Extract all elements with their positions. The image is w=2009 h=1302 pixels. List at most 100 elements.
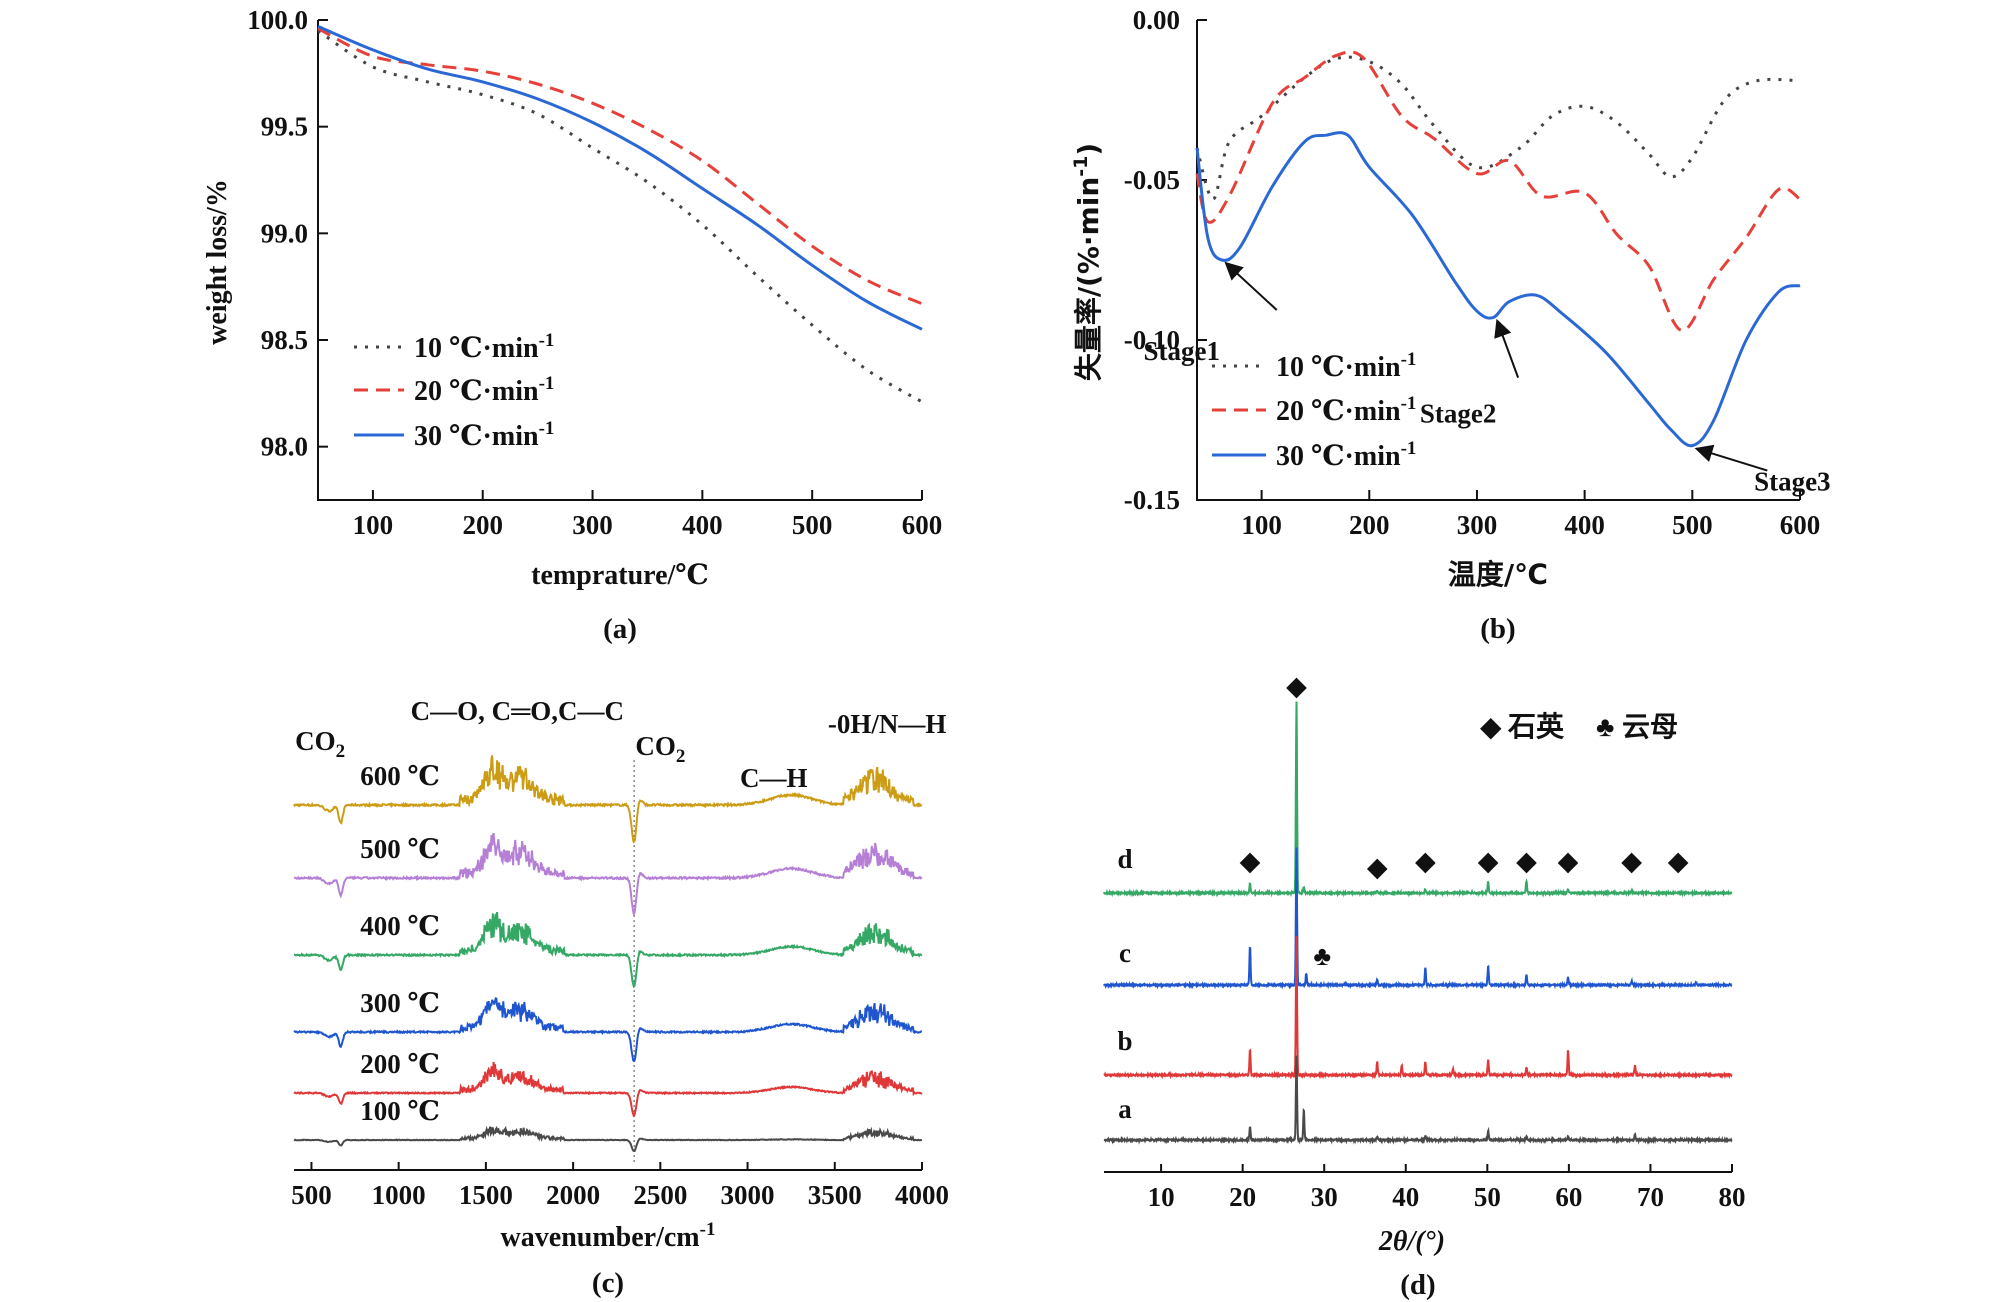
panel-a-x-ticks: 100 200 300 400 500 600 (353, 490, 943, 540)
panel-d: 10 20 30 40 50 60 70 80 d c b a ◆ ◆ ◆ ◆ ◆ ◆ ◆ ◆ ◆ ♣ ◆ 石英 ♣ … (1103, 671, 1746, 1301)
panel-a-series (317, 25, 923, 404)
d-x-tick-label: 10 (1148, 1182, 1175, 1212)
panel-b-caption: (b) (1480, 613, 1515, 645)
d-series-label-b: b (1117, 1026, 1132, 1056)
panel-c: 500 1000 1500 2000 2500 3000 3500 4000 600 ℃ 500… (291, 696, 949, 1299)
d-x-tick-label: 20 (1229, 1182, 1256, 1212)
c-spectrum-line-5 (293, 1125, 922, 1152)
d-pattern-line-0 (1103, 701, 1733, 898)
b-stage-label-1: Stage1 (1144, 336, 1221, 366)
panel-c-series (293, 755, 923, 1152)
d-series-label-c: c (1119, 938, 1131, 968)
panel-a-y-ticks: 98.0 98.5 99.0 99.5 100.0 (247, 5, 328, 462)
panel-d-x-ticks: 10 20 30 40 50 60 70 80 (1148, 1164, 1746, 1212)
c-x-tick-label: 4000 (895, 1180, 949, 1210)
d-pattern-line-2 (1103, 935, 1733, 1080)
legend-sup-10: -1 (539, 330, 555, 351)
b-x-tick-label: 600 (1780, 510, 1821, 540)
panel-a-x-label: temprature/℃ (531, 560, 709, 591)
a-x-tick-label: 600 (902, 510, 943, 540)
c-annotation-4: -0H/N—H (828, 709, 947, 739)
panel-d-series (1103, 701, 1733, 1145)
panel-b-series (1195, 50, 1801, 448)
svg-text:30 ℃·min-1: 30 ℃·min-1 (1276, 438, 1416, 472)
b-y-tick-label: -0.10 (1124, 325, 1180, 355)
a-y-tick-label: 98.5 (261, 325, 308, 355)
d-x-tick-label: 80 (1719, 1182, 1746, 1212)
b-stage-label-2: Stage2 (1420, 399, 1497, 429)
a-series-line-2 (317, 25, 923, 331)
quartz-diamond-icon-0: ◆ (1240, 846, 1261, 876)
quartz-diamond-icon-1: ◆ (1286, 671, 1307, 701)
b-y-tick-label: -0.15 (1124, 485, 1180, 515)
panel-a-caption: (a) (603, 613, 637, 645)
a-x-tick-label: 400 (682, 510, 723, 540)
panel-d-x-label: 2θ/(°) (1378, 1226, 1445, 1257)
quartz-diamond-icon-4: ◆ (1478, 846, 1499, 876)
svg-text:10 ℃·min-1: 10 ℃·min-1 (1276, 349, 1416, 383)
d-series-label-d: d (1117, 844, 1132, 874)
b-x-tick-label: 400 (1564, 510, 1605, 540)
panel-d-legend: ◆ 石英 ♣ 云母 (1480, 710, 1678, 743)
svg-text:wavenumber/cm-1: wavenumber/cm-1 (501, 1219, 716, 1253)
panel-b-annotations: Stage1 Stage2 Stage3 (1144, 261, 1831, 497)
b-series-line-0 (1195, 55, 1801, 201)
b-stage-arrow-2 (1494, 318, 1520, 378)
d-pattern-line-3 (1103, 1055, 1733, 1145)
c-x-tick-label: 2500 (633, 1180, 687, 1210)
a-y-tick-label: 99.0 (261, 218, 308, 248)
panel-a: 100 200 300 400 500 600 98.0 98.5 99.0 99.5 100.0… (202, 5, 942, 645)
c-series-label-0: 600 ℃ (360, 761, 440, 791)
quartz-diamond-icon-6: ◆ (1558, 846, 1579, 876)
c-x-tick-label: 1500 (459, 1180, 513, 1210)
panel-b-legend: 10 ℃·min-1 20 ℃·min-1 30 ℃·min-1 (1212, 349, 1416, 472)
panel-b-y-ticks: 0.00 -0.05 -0.10 -0.15 (1124, 5, 1207, 515)
c-annotation-1: C—O, C═O,C—C (411, 696, 624, 726)
c-spectrum-line-3 (293, 997, 923, 1063)
quartz-diamond-icon-7: ◆ (1621, 846, 1642, 876)
panel-b-x-label: 温度/℃ (1448, 558, 1548, 591)
legend-label-30: 30 ℃·min (414, 421, 539, 452)
b-series-line-2 (1195, 131, 1801, 448)
a-series-line-0 (317, 29, 923, 404)
c-annotation-3: C—H (740, 763, 808, 793)
c-x-tick-label: 3500 (808, 1180, 862, 1210)
panel-d-caption: (d) (1400, 1269, 1435, 1301)
c-spectrum-line-1 (293, 832, 923, 917)
c-annotation-sub-0: 2 (336, 741, 346, 762)
d-x-tick-label: 70 (1637, 1182, 1664, 1212)
legend-b-label-30: 30 ℃·min (1276, 441, 1401, 472)
mica-club-icon: ♣ (1596, 712, 1614, 743)
quartz-diamond-icon-3: ◆ (1415, 846, 1436, 876)
a-x-tick-label: 200 (462, 510, 503, 540)
b-series-line-1 (1195, 50, 1801, 332)
panel-c-series-labels: 600 ℃ 500 ℃ 400 ℃ 300 ℃ 200 ℃ 100 ℃ (360, 761, 440, 1126)
b-stage-arrow-1 (1224, 261, 1278, 311)
c-x-tick-label: 2000 (546, 1180, 600, 1210)
b-y-tick-label: 0.00 (1133, 5, 1180, 35)
legend-label-10: 10 ℃·min (414, 333, 539, 364)
panel-a-y-label: weight loss/% (202, 179, 233, 345)
panel-c-x-ticks: 500 1000 1500 2000 2500 3000 3500 4000 (291, 1162, 949, 1210)
a-x-tick-label: 500 (792, 510, 833, 540)
svg-text:20 ℃·min-1: 20 ℃·min-1 (1276, 393, 1416, 427)
quartz-diamond-icon-8: ◆ (1668, 846, 1689, 876)
legend-b-label-20: 20 ℃·min (1276, 396, 1401, 427)
svg-text:20 ℃·min-1: 20 ℃·min-1 (414, 373, 554, 407)
c-series-label-5: 100 ℃ (360, 1096, 440, 1126)
d-pattern-line-1 (1103, 847, 1733, 990)
c-x-tick-label: 500 (291, 1180, 332, 1210)
c-annotation-2: CO2 (635, 731, 685, 767)
panel-c-caption: (c) (592, 1267, 624, 1299)
panel-d-phase-markers: ◆ ◆ ◆ ◆ ◆ ◆ ◆ ◆ ◆ ♣ (1240, 671, 1689, 971)
b-stage-label-3: Stage3 (1754, 467, 1831, 497)
c-spectrum-line-4 (293, 1061, 923, 1118)
legend-label-20: 20 ℃·min (414, 376, 539, 407)
a-y-tick-label: 99.5 (261, 112, 308, 142)
legend-b-sup-10: -1 (1401, 349, 1417, 370)
c-spectrum-line-2 (293, 911, 923, 989)
panel-d-series-labels: d c b a (1117, 844, 1132, 1124)
b-x-tick-label: 300 (1457, 510, 1498, 540)
svg-text:30 ℃·min-1: 30 ℃·min-1 (414, 418, 554, 452)
